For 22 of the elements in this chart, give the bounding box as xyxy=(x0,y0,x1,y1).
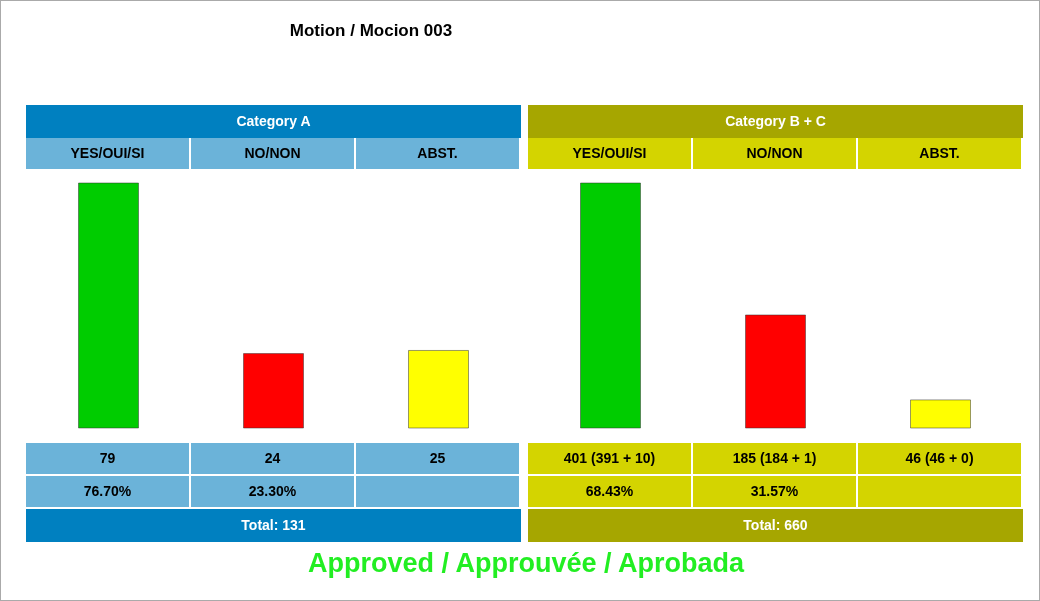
data-label: 401 (391 + 10) xyxy=(528,443,693,476)
chart-title: Category A xyxy=(26,105,521,138)
x-tick-label: NO/NON xyxy=(191,138,356,171)
text: 76.70% xyxy=(26,476,191,509)
data-label: 24 xyxy=(191,443,356,476)
text: Total: 131 xyxy=(26,509,521,542)
text: Total: 660 xyxy=(528,509,1023,542)
text: 31.57% xyxy=(693,476,858,509)
text: 68.43% xyxy=(528,476,693,509)
data-label: 185 (184 + 1) xyxy=(693,443,858,476)
text: Approved / Approuvée / Aprobada xyxy=(306,548,746,579)
x-tick-label: YES/OUI/SI xyxy=(26,138,191,171)
data-label: 25 xyxy=(356,443,521,476)
x-tick-label: ABST. xyxy=(858,138,1023,171)
data-label: 46 (46 + 0) xyxy=(858,443,1023,476)
text: 23.30% xyxy=(191,476,356,509)
x-tick-label: ABST. xyxy=(356,138,521,171)
chart-title: Category B + C xyxy=(528,105,1023,138)
data-label: 79 xyxy=(26,443,191,476)
x-tick-label: NO/NON xyxy=(693,138,858,171)
x-tick-label: YES/OUI/SI xyxy=(528,138,693,171)
text: Motion / Mocion 003 xyxy=(288,21,454,41)
